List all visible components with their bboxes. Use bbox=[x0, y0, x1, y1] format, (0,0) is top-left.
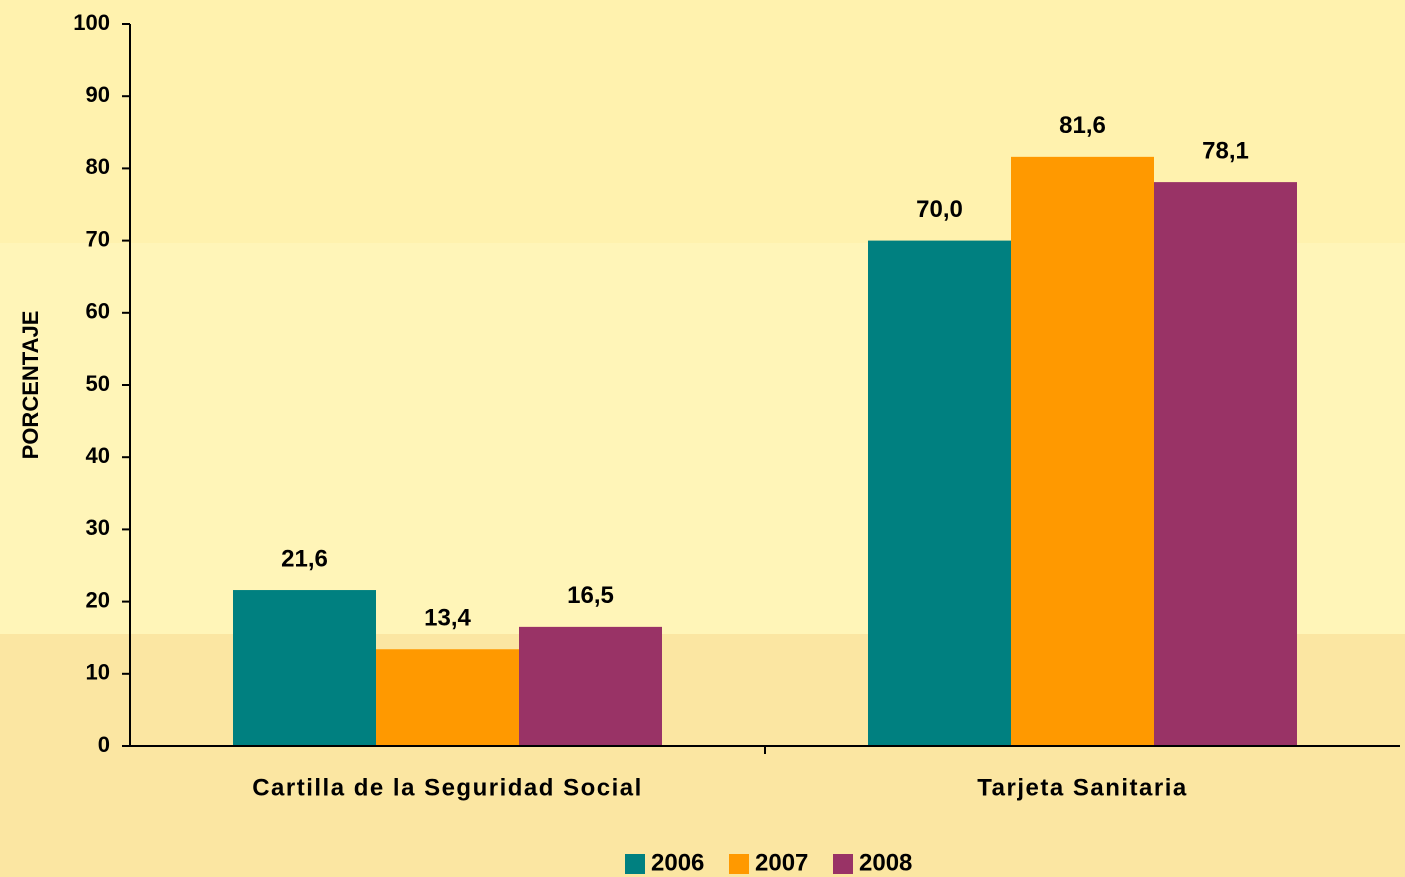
bar bbox=[1154, 182, 1297, 747]
y-tick-label: 40 bbox=[86, 443, 110, 468]
legend-label: 2006 bbox=[651, 849, 704, 876]
y-tick-label: 60 bbox=[86, 299, 110, 324]
legend-label: 2007 bbox=[755, 849, 808, 876]
legend-swatch bbox=[729, 854, 749, 874]
bar bbox=[868, 240, 1011, 746]
bar bbox=[1011, 156, 1154, 746]
y-tick-label: 30 bbox=[86, 515, 110, 540]
y-tick-label: 80 bbox=[86, 154, 110, 179]
value-label: 70,0 bbox=[916, 196, 963, 223]
y-tick-label: 70 bbox=[86, 226, 110, 251]
x-tick-label: Cartilla de la Seguridad Social bbox=[252, 774, 643, 801]
value-label: 16,5 bbox=[567, 582, 614, 609]
value-label: 81,6 bbox=[1059, 112, 1106, 139]
y-tick-label: 100 bbox=[73, 10, 110, 35]
x-tick-label: Tarjeta Sanitaria bbox=[977, 774, 1187, 801]
value-label: 21,6 bbox=[281, 545, 328, 572]
value-label: 13,4 bbox=[424, 605, 471, 632]
legend-swatch bbox=[833, 854, 853, 874]
y-tick-label: 10 bbox=[86, 660, 110, 685]
bar bbox=[376, 649, 519, 746]
value-label: 78,1 bbox=[1202, 137, 1249, 164]
y-tick-label: 20 bbox=[86, 587, 110, 612]
y-tick-label: 50 bbox=[86, 371, 110, 396]
legend-swatch bbox=[625, 854, 645, 874]
y-tick-label: 0 bbox=[98, 732, 110, 757]
y-axis-label: PORCENTAJE bbox=[18, 311, 43, 460]
bar bbox=[233, 590, 376, 746]
legend-label: 2008 bbox=[859, 849, 912, 876]
y-tick-label: 90 bbox=[86, 82, 110, 107]
bar bbox=[519, 626, 662, 746]
